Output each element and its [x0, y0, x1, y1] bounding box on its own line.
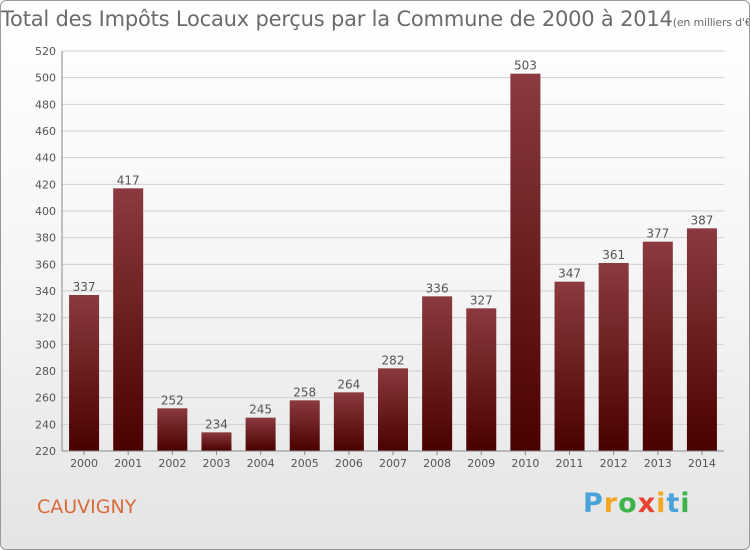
- data-label: 377: [646, 227, 669, 241]
- y-tick-label: 520: [35, 45, 56, 58]
- y-tick-label: 260: [35, 392, 56, 405]
- data-label: 245: [249, 403, 272, 417]
- x-tick-label: 2008: [423, 457, 451, 470]
- x-tick-label: 2014: [688, 457, 716, 470]
- bar-2002: [157, 408, 188, 451]
- x-tick-label: 2001: [114, 457, 142, 470]
- data-label: 337: [73, 280, 96, 294]
- proxiti-logo: Proxiti: [583, 488, 691, 519]
- bar-2005: [289, 400, 320, 451]
- y-tick-label: 400: [35, 205, 56, 218]
- data-label: 264: [337, 377, 360, 391]
- data-label: 347: [558, 267, 581, 281]
- bar-2012: [598, 263, 629, 451]
- x-tick-label: 2011: [556, 457, 584, 470]
- bar-2013: [642, 241, 673, 451]
- x-tick-label: 2002: [158, 457, 186, 470]
- y-tick-label: 380: [35, 232, 56, 245]
- logo-letter: o: [618, 488, 638, 519]
- data-label: 234: [205, 417, 228, 431]
- y-tick-label: 360: [35, 258, 56, 271]
- bar-2006: [333, 392, 364, 451]
- y-tick-label: 240: [35, 418, 56, 431]
- y-tick-label: 220: [35, 445, 56, 458]
- y-tick-label: 420: [35, 178, 56, 191]
- bar-2014: [686, 228, 717, 451]
- data-label: 503: [514, 59, 537, 73]
- y-tick-label: 320: [35, 312, 56, 325]
- x-tick-label: 2012: [600, 457, 628, 470]
- y-tick-label: 300: [35, 338, 56, 351]
- data-label: 252: [161, 393, 184, 407]
- data-label: 387: [690, 213, 713, 227]
- data-label: 327: [470, 293, 493, 307]
- chart-unit: (en milliers d'€): [672, 16, 750, 29]
- chart-title: Total des Impôts Locaux perçus par la Co…: [1, 7, 750, 31]
- logo-letter: P: [583, 488, 604, 519]
- bar-layer: 337 417 252 234 245 258 264 282 336 327 503 347 361 3…: [69, 59, 717, 452]
- x-tick-label: 2010: [511, 457, 539, 470]
- y-tick-label: 500: [35, 72, 56, 85]
- x-tick-label: 2003: [202, 457, 230, 470]
- bar-2011: [554, 281, 585, 451]
- bar-2009: [466, 308, 497, 451]
- bar-2010: [510, 73, 541, 452]
- bar-2004: [245, 417, 276, 451]
- logo-letter: x: [637, 488, 657, 519]
- bar-2008: [422, 296, 453, 451]
- x-tick-label: 2004: [247, 457, 275, 470]
- y-tick-label: 340: [35, 285, 56, 298]
- y-tick-label: 280: [35, 365, 56, 378]
- chart-title-text: Total des Impôts Locaux perçus par la Co…: [1, 7, 673, 31]
- x-tick-label: 2006: [335, 457, 363, 470]
- axis-layer: 220 240 260 280 300 320 340 360 380 400 420 440 460 4…: [35, 45, 724, 470]
- bar-2007: [377, 368, 409, 451]
- logo-letter: t: [666, 488, 681, 519]
- data-label: 336: [426, 281, 449, 295]
- data-label: 417: [117, 173, 140, 187]
- x-tick-label: 2013: [644, 457, 672, 470]
- commune-name: CAUVIGNY: [37, 496, 137, 518]
- bar-2000: [69, 295, 100, 451]
- logo-letter: i: [680, 488, 691, 519]
- x-tick-label: 2009: [467, 457, 495, 470]
- y-tick-label: 440: [35, 152, 56, 165]
- y-tick-label: 480: [35, 98, 56, 111]
- logo-letter: r: [603, 488, 619, 519]
- x-tick-label: 2007: [379, 457, 407, 470]
- y-tick-label: 460: [35, 125, 56, 138]
- bar-2003: [201, 432, 232, 451]
- x-tick-label: 2005: [291, 457, 319, 470]
- x-tick-label: 2000: [70, 457, 98, 470]
- data-label: 361: [602, 248, 625, 262]
- logo-letter: i: [656, 488, 667, 519]
- data-label: 282: [382, 353, 405, 367]
- bar-2001: [113, 188, 144, 452]
- data-label: 258: [293, 385, 316, 399]
